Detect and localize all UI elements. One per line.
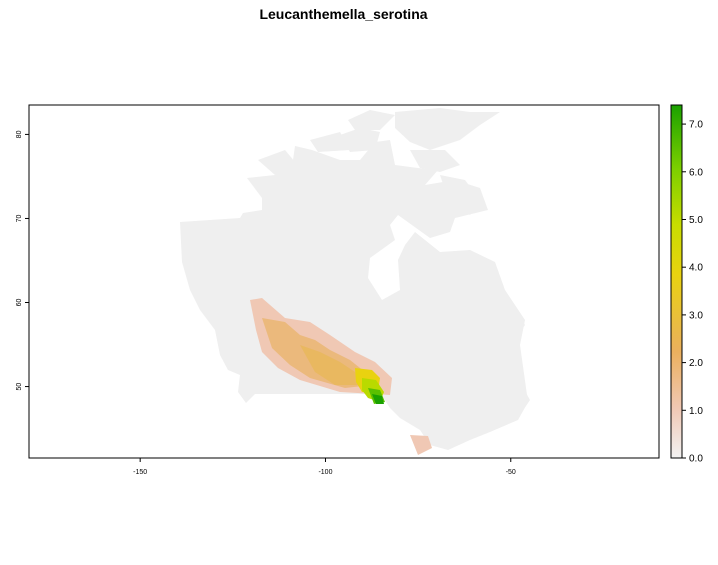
legend-tick-label: 3.0 [689,310,703,321]
x-tick-label: -50 [506,469,516,476]
legend-ticks: 0.0 1.0 2.0 3.0 4.0 5.0 6.0 7.0 [682,120,703,465]
map-title: Leucanthemella_serotina [259,6,428,22]
x-tick-label: -150 [133,469,147,476]
legend-tick-label: 2.0 [689,358,703,369]
suitability-high [355,368,385,404]
legend-tick-label: 4.0 [689,263,703,274]
legend-tick-label: 1.0 [689,406,703,417]
legend-tick-label: 0.0 [689,454,703,465]
legend-tick-label: 5.0 [689,215,703,226]
y-tick-label: 50 [16,383,23,391]
x-axis: -150 -100 -50 [133,458,516,476]
y-tick-label: 80 [16,130,23,138]
x-tick-label: -100 [318,469,332,476]
legend-tick-label: 7.0 [689,120,703,131]
legend-tick-label: 6.0 [689,167,703,178]
y-axis: 50 60 70 80 [16,130,29,390]
legend-colorbar [670,104,683,459]
landmass [180,108,530,450]
y-tick-label: 70 [16,214,23,222]
y-tick-label: 60 [16,299,23,307]
